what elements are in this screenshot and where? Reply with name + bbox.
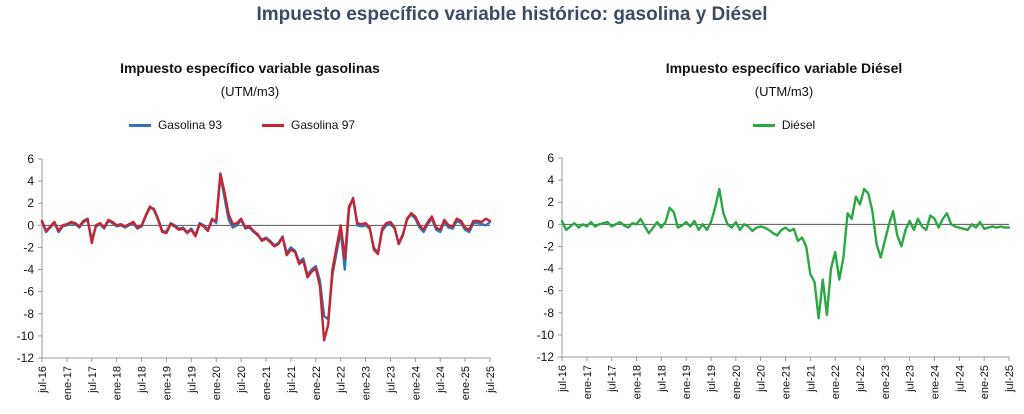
y-tick-label: -2 xyxy=(23,240,34,254)
chart-legend: Gasolina 93 Gasolina 97 xyxy=(0,118,498,132)
x-tick-label: ene-24 xyxy=(410,366,422,400)
x-tick-label: ene-17 xyxy=(62,366,74,400)
y-tick-label: -12 xyxy=(17,351,35,365)
x-tick-label: ene-19 xyxy=(681,365,693,399)
x-tick-label: jul-25 xyxy=(485,366,497,394)
y-tick-label: 4 xyxy=(547,173,554,187)
x-tick-label: jul-24 xyxy=(954,365,966,393)
x-tick-label: ene-21 xyxy=(781,365,793,399)
y-tick-label: 2 xyxy=(27,196,34,210)
x-tick-label: jul-19 xyxy=(706,365,718,393)
y-tick-label: -8 xyxy=(23,307,34,321)
x-tick-label: jul-19 xyxy=(186,366,198,394)
legend-item-gasolina-93: Gasolina 93 xyxy=(128,118,222,132)
y-tick-label: -12 xyxy=(537,350,555,364)
x-tick-label: ene-22 xyxy=(311,366,323,400)
x-tick-label: ene-17 xyxy=(582,365,594,399)
legend-item-diesel: Diésel xyxy=(752,118,816,132)
chart-title: Impuesto específico variable Diésel xyxy=(665,60,903,76)
y-tick-label: -4 xyxy=(543,262,554,276)
x-tick-label: jul-22 xyxy=(855,365,867,393)
legend-swatch xyxy=(752,123,775,127)
y-tick-label: -8 xyxy=(543,306,554,320)
chart-title: Impuesto específico variable gasolinas xyxy=(120,60,380,76)
x-tick-label: jul-21 xyxy=(805,365,817,393)
series-line-gasolina-97 xyxy=(40,172,492,342)
x-tick-label: ene-20 xyxy=(731,365,743,399)
y-tick-label: -6 xyxy=(23,285,34,299)
y-tick-label: 6 xyxy=(547,151,554,165)
chart-subtitle: (UTM/m3) xyxy=(220,84,280,99)
x-tick-label: ene-19 xyxy=(161,366,173,400)
y-tick-label: -10 xyxy=(17,329,35,343)
x-tick-label: ene-23 xyxy=(361,366,373,400)
x-tick-label: jul-17 xyxy=(87,366,99,394)
legend-swatch xyxy=(262,123,284,127)
x-tick-label: ene-18 xyxy=(632,365,644,399)
y-tick-label: -10 xyxy=(537,328,555,342)
y-tick-label: -6 xyxy=(543,284,554,298)
x-tick-label: jul-16 xyxy=(37,366,49,394)
x-tick-label: jul-18 xyxy=(137,366,149,394)
x-tick-label: jul-21 xyxy=(286,366,298,394)
legend-label: Gasolina 97 xyxy=(291,118,356,132)
legend-swatch xyxy=(128,123,151,127)
legend-label: Gasolina 93 xyxy=(157,118,222,132)
x-tick-label: jul-20 xyxy=(756,365,768,393)
x-tick-label: jul-23 xyxy=(385,366,397,394)
x-tick-label: ene-20 xyxy=(211,366,223,400)
x-tick-label: jul-16 xyxy=(557,365,569,393)
x-tick-label: ene-25 xyxy=(460,366,472,400)
y-tick-label: 4 xyxy=(27,174,34,188)
x-tick-label: jul-20 xyxy=(236,366,248,394)
chart-panel-diesel: Impuesto específico variable Diésel (UTM… xyxy=(512,0,1024,414)
legend-label: Diésel xyxy=(781,118,816,132)
y-tick-label: 6 xyxy=(27,152,34,166)
x-tick-label: jul-24 xyxy=(435,366,447,394)
page-title: Impuesto específico variable histórico: … xyxy=(256,4,768,25)
series-line-gasolina-93 xyxy=(40,174,492,321)
x-tick-label: ene-25 xyxy=(979,365,991,399)
chart-subtitle: (UTM/m3) xyxy=(754,84,814,99)
x-tick-label: ene-23 xyxy=(880,365,892,399)
x-tick-label: jul-17 xyxy=(607,365,619,393)
legend-item-gasolina-97: Gasolina 97 xyxy=(262,118,355,132)
x-tick-label: ene-22 xyxy=(830,365,842,399)
y-tick-label: 0 xyxy=(27,218,34,232)
x-tick-label: ene-21 xyxy=(261,366,273,400)
chart-legend: Diésel xyxy=(528,118,1024,132)
y-tick-label: -4 xyxy=(23,263,34,277)
x-tick-label: jul-25 xyxy=(1004,365,1016,393)
x-tick-label: jul-22 xyxy=(336,366,348,394)
series-line-diésel xyxy=(560,187,1011,320)
chart-panel-gasolinas: Impuesto específico variable gasolinas (… xyxy=(0,60,498,400)
y-tick-label: 2 xyxy=(547,195,554,209)
x-tick-label: ene-24 xyxy=(930,365,942,399)
y-tick-label: -2 xyxy=(543,239,554,253)
x-tick-label: jul-18 xyxy=(656,365,668,393)
y-tick-label: 0 xyxy=(547,217,554,231)
x-tick-label: jul-23 xyxy=(905,365,917,393)
x-tick-label: ene-18 xyxy=(112,366,124,400)
